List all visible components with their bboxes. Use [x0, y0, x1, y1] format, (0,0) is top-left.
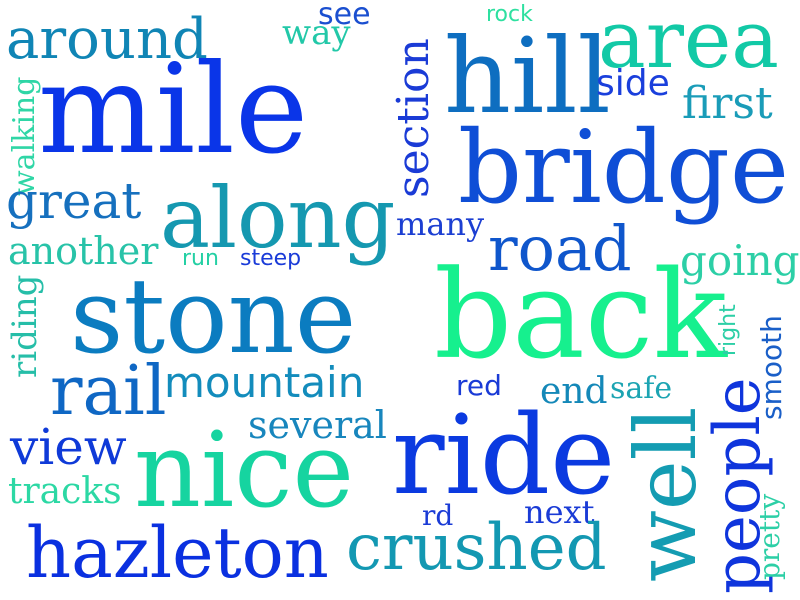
word-red: red [456, 369, 502, 402]
word-safe: safe [610, 371, 673, 406]
word-first: first [682, 78, 773, 129]
word-hill: hill [444, 15, 611, 137]
word-rail: rail [50, 352, 167, 431]
word-section: section [388, 38, 439, 198]
word-road: road [488, 212, 632, 285]
word-going: going [680, 236, 800, 285]
word-nice: nice [134, 409, 355, 531]
word-ride: ride [392, 391, 616, 519]
word-area: area [598, 0, 779, 86]
word-end: end [540, 371, 608, 412]
word-pretty: pretty [753, 493, 786, 580]
word-tracks: tracks [8, 471, 122, 512]
word-bridge: bridge [458, 109, 790, 226]
word-side: side [596, 63, 670, 104]
word-steep: steep [240, 246, 302, 271]
word-rock: rock [486, 2, 533, 27]
word-see: see [318, 0, 371, 32]
word-mountain: mountain [164, 358, 365, 407]
word-run: run [182, 246, 219, 271]
word-another: another [8, 229, 159, 273]
word-around: around [6, 7, 208, 72]
word-back: back [434, 244, 728, 386]
word-crushed: crushed [346, 511, 607, 585]
word-well: well [617, 406, 715, 582]
word-stone: stone [70, 255, 357, 377]
word-several: several [248, 403, 387, 447]
word-view: view [10, 418, 127, 476]
word-many: many [396, 205, 485, 243]
word-mile: mile [38, 38, 309, 182]
word-rd: rd [422, 499, 454, 532]
word-hazleton: hazleton [26, 512, 329, 594]
word-way: way [282, 13, 351, 53]
word-riding: riding [5, 274, 45, 378]
word-next: next [524, 493, 595, 531]
word-along: along [160, 169, 396, 267]
word-right: right [716, 304, 741, 356]
word-great: great [6, 172, 142, 230]
